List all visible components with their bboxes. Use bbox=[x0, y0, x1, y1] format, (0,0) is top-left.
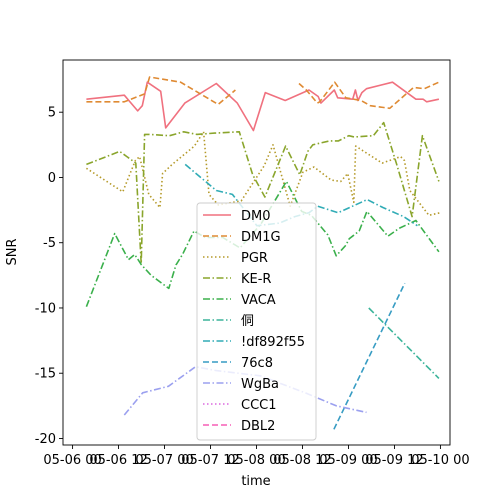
series-line-7 bbox=[333, 282, 406, 430]
y-axis: -20 -15 -10 -5 0 5 bbox=[35, 106, 63, 447]
legend-box bbox=[196, 202, 317, 441]
x-tick-label: 05-07 12 bbox=[181, 453, 239, 468]
x-tick-label: 05-07 00 bbox=[135, 453, 193, 468]
legend-entry: CCC1 bbox=[241, 398, 277, 413]
series-line-0 bbox=[86, 81, 440, 132]
x-tick-label: 05-06 12 bbox=[89, 453, 147, 468]
legend-entry: 76c8 bbox=[241, 356, 273, 371]
legend-entry: 侗 bbox=[241, 314, 254, 329]
legend-entry: WgBa bbox=[241, 377, 279, 392]
x-tick-label: 05-09 00 bbox=[319, 453, 377, 468]
x-tick-label: 05-08 12 bbox=[273, 453, 331, 468]
legend: DM0 DM1G PGR KE-R VACA 侗 !df892f55 76c8 WgBa CCC1… bbox=[196, 202, 317, 441]
series-line-1 bbox=[298, 81, 440, 110]
x-tick-label: 05-06 00 bbox=[43, 453, 101, 468]
x-tick-label: 05-08 00 bbox=[227, 453, 285, 468]
legend-entry: DBL2 bbox=[241, 419, 275, 434]
legend-entry: KE-R bbox=[241, 272, 271, 287]
y-tick-label: -10 bbox=[35, 301, 56, 316]
x-tick-label: 05-09 12 bbox=[365, 453, 423, 468]
legend-entry: PGR bbox=[241, 251, 268, 266]
legend-entry: !df892f55 bbox=[241, 335, 305, 350]
series-line-1 bbox=[86, 76, 236, 106]
legend-entry: DM0 bbox=[241, 209, 271, 224]
y-tick-label: -5 bbox=[43, 236, 56, 251]
series-line-5 bbox=[368, 307, 440, 379]
y-axis-title: SNR bbox=[5, 238, 20, 265]
y-tick-label: -15 bbox=[35, 367, 56, 382]
legend-entry: VACA bbox=[241, 293, 276, 308]
legend-entry: DM1G bbox=[241, 230, 281, 245]
x-tick-label: 05-10 00 bbox=[411, 453, 469, 468]
series-line-3 bbox=[86, 121, 440, 265]
y-tick-label: 5 bbox=[48, 106, 56, 121]
y-tick-label: -20 bbox=[35, 432, 56, 447]
y-tick-label: 0 bbox=[48, 171, 56, 186]
x-axis-title: time bbox=[241, 474, 270, 489]
